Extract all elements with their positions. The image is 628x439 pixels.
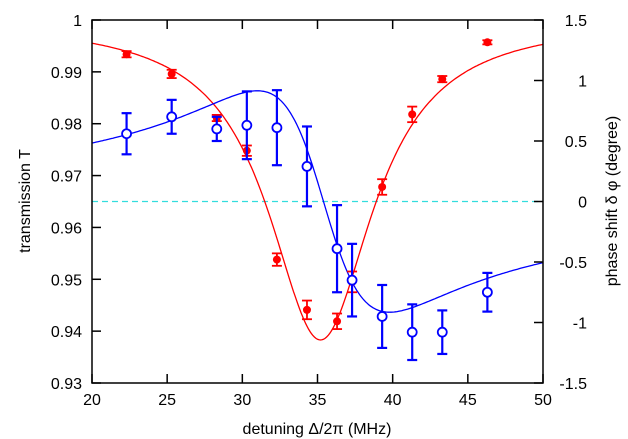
y2-tick-label: -0.5 xyxy=(559,255,587,272)
transmission-data-point xyxy=(438,75,447,84)
y-tick-label: 0.96 xyxy=(51,220,82,237)
x-tick-label: 35 xyxy=(309,392,327,409)
y2-axis-label: phase shift δ φ (degree) xyxy=(604,116,621,286)
phase-data-point xyxy=(346,274,358,286)
x-tick-label: 50 xyxy=(534,392,552,409)
x-axis-label: detuning Δ/2π (MHz) xyxy=(243,421,392,438)
y2-tick-label: 0 xyxy=(578,195,587,212)
transmission-data-point xyxy=(408,110,417,119)
phase-data-point xyxy=(331,243,343,255)
plot-marks xyxy=(91,38,544,362)
phase-data-point xyxy=(376,311,388,322)
phase-data-point xyxy=(271,122,283,134)
y-tick-label: 0.93 xyxy=(51,376,82,393)
y2-tick-label: 0.5 xyxy=(565,134,587,151)
phase-data-point xyxy=(406,326,418,338)
x-tick-label: 20 xyxy=(83,392,101,409)
phase-data-point xyxy=(211,123,223,135)
x-tick-label: 30 xyxy=(233,392,251,409)
transmission-data-point xyxy=(167,69,176,78)
transmission-data-point xyxy=(122,50,131,59)
transmission-fit-curve xyxy=(91,42,544,341)
y2-tick-label: -1 xyxy=(573,316,587,333)
y-tick-label: 0.95 xyxy=(51,272,82,289)
phase-data-point xyxy=(241,119,253,131)
y-tick-label: 0.97 xyxy=(51,169,82,186)
x-tick-label: 25 xyxy=(158,392,176,409)
y2-tick-label: -1.5 xyxy=(559,376,587,393)
y-axis-label: transmission T xyxy=(17,149,34,253)
transmission-data-point xyxy=(333,317,342,326)
y2-tick-label: 1.5 xyxy=(565,13,587,30)
transmission-data-point xyxy=(302,305,311,314)
transmission-data-point xyxy=(378,182,387,191)
x-tick-label: 40 xyxy=(384,392,402,409)
transmission-data-point xyxy=(272,255,281,264)
axis-ticks: 20 25 30 35 40 45 50 0.93 0.94 0.95 0.96 0.97 0.98 0.… xyxy=(51,13,587,409)
y2-tick-label: 1 xyxy=(578,74,587,91)
x-tick-label: 45 xyxy=(459,392,477,409)
transmission-data-point xyxy=(483,38,492,47)
y-tick-label: 0.99 xyxy=(51,65,82,82)
phase-data-point xyxy=(301,161,313,172)
y-tick-label: 0.94 xyxy=(51,324,82,341)
phase-fit-curve xyxy=(91,90,544,313)
y-tick-label: 1 xyxy=(73,13,82,30)
phase-data-point xyxy=(481,286,493,298)
y-tick-label: 0.98 xyxy=(51,117,82,134)
phase-data-point xyxy=(121,128,132,140)
phase-data-point xyxy=(166,111,178,123)
phase-data-point xyxy=(436,326,448,338)
